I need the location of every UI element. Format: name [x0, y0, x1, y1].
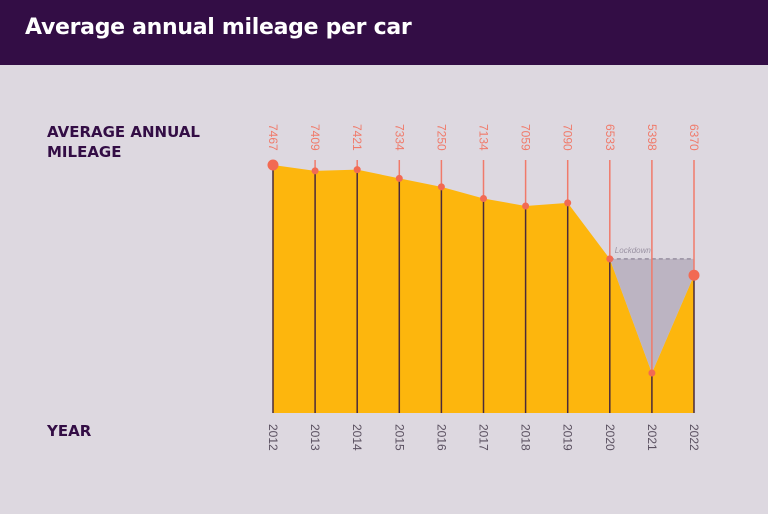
- x-tick-label: 2015: [392, 424, 406, 451]
- x-tick-label: 2013: [308, 424, 322, 451]
- data-point: [564, 199, 572, 207]
- value-label: 7134: [477, 124, 491, 151]
- data-point: [522, 202, 530, 210]
- value-label: 7250: [434, 124, 448, 151]
- data-point: [437, 183, 445, 191]
- value-label: 6533: [603, 124, 617, 151]
- value-label: 7059: [519, 124, 533, 151]
- value-label: 7409: [308, 124, 322, 151]
- y-axis-label: AVERAGE ANNUAL MILEAGE: [47, 123, 200, 161]
- x-tick-label: 2016: [434, 424, 448, 451]
- data-point: [353, 166, 361, 174]
- x-axis-label: YEAR: [47, 422, 92, 440]
- data-point: [648, 369, 656, 377]
- data-point: [480, 194, 487, 202]
- value-label: 7467: [266, 124, 280, 151]
- x-tick-label: 2018: [519, 424, 533, 451]
- x-tick-label: 2019: [561, 424, 575, 451]
- x-tick-label: 2020: [603, 424, 617, 451]
- value-label: 7421: [350, 124, 364, 151]
- x-tick-label: 2012: [266, 424, 280, 451]
- data-point: [606, 255, 614, 263]
- value-label: 7334: [392, 124, 406, 151]
- data-point: [267, 159, 279, 171]
- value-label: 5398: [645, 124, 659, 151]
- data-point: [395, 174, 403, 182]
- lockdown-annotation: Lockdown: [615, 246, 652, 255]
- page-title: Average annual mileage per car: [25, 15, 412, 40]
- data-point: [688, 269, 700, 281]
- header-bar: Average annual mileage per car: [0, 0, 768, 65]
- value-label: 6370: [687, 124, 701, 151]
- x-tick-label: 2022: [687, 424, 701, 451]
- x-tick-label: 2021: [645, 424, 659, 451]
- data-point: [311, 167, 319, 175]
- x-tick-label: 2014: [350, 424, 364, 451]
- x-tick-label: 2017: [477, 424, 491, 451]
- value-label: 7090: [561, 124, 575, 151]
